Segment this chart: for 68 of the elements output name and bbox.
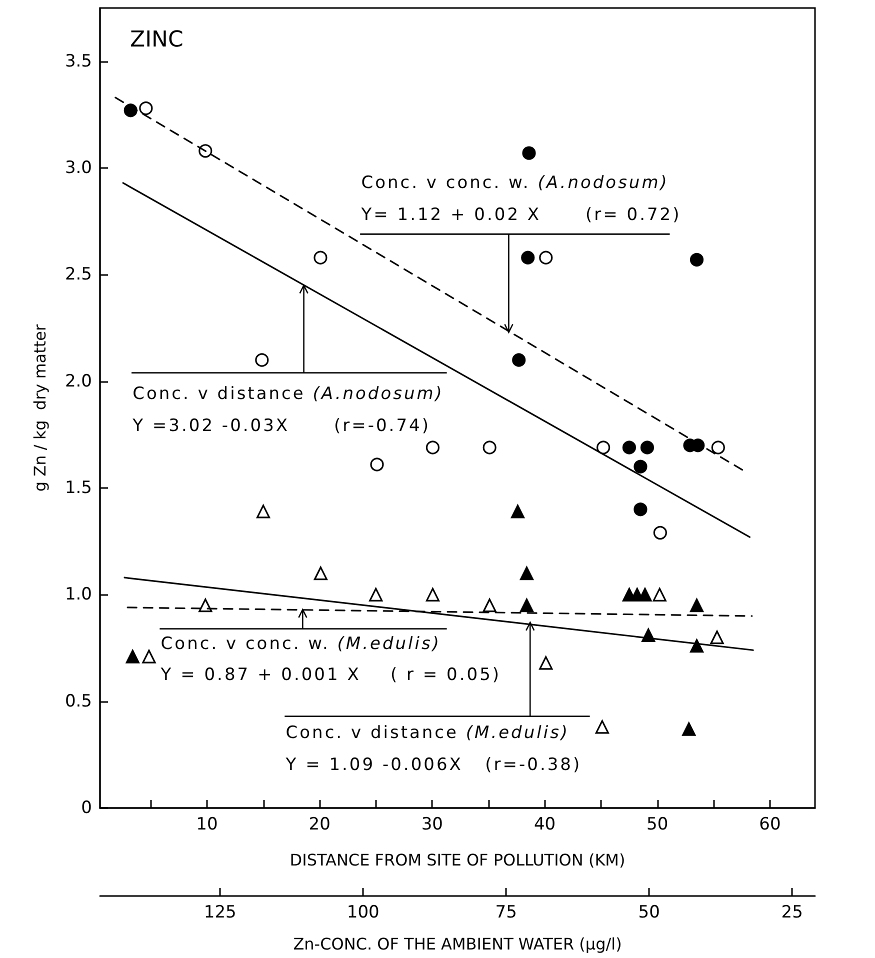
y-tick-label: 2.0 [64, 371, 92, 392]
point [622, 440, 636, 454]
annotation: Conc. v distance (M.edulis) [286, 723, 570, 744]
x2-tick-label: 25 [781, 902, 803, 922]
point [682, 722, 696, 736]
annotation: Conc. v conc. w. (A.nodosum) [361, 172, 669, 193]
y-tick-label: 1.0 [64, 584, 92, 605]
x-tick-label: 30 [421, 814, 443, 834]
x-tick-label: 20 [308, 814, 330, 834]
y-tick-label: 0 [81, 798, 92, 818]
point [426, 588, 440, 602]
annotation: Conc. v distance (A.nodosum) [132, 384, 444, 404]
y-axis-title: g Zn / kg dry matter [30, 324, 50, 492]
point [711, 440, 725, 454]
point [482, 598, 496, 612]
point [522, 146, 536, 160]
point [634, 502, 648, 516]
point [256, 504, 270, 518]
x2-axis-title: Zn-CONC. OF THE AMBIENT WATER (μg/l) [293, 934, 622, 954]
text: ZINC [130, 28, 184, 52]
annotation: Y =3.02 -0.03X (r=-0.74) [132, 416, 430, 436]
x2-tick-label: 125 [204, 902, 236, 922]
point [314, 566, 328, 580]
point [539, 656, 553, 670]
x-tick-label: 60 [759, 814, 781, 834]
point [690, 639, 704, 653]
y-tick-label: 1.5 [64, 478, 92, 498]
point [139, 101, 153, 116]
point [124, 104, 138, 118]
point [126, 650, 140, 664]
x-tick-label: 50 [646, 814, 668, 834]
point [690, 252, 704, 267]
y-tick-label: 0.5 [64, 691, 92, 712]
point [369, 588, 383, 602]
y-tick-label: 3.0 [64, 158, 92, 178]
annotation: Y = 1.09 -0.006X (r=-0.38) [286, 755, 582, 776]
point [539, 250, 553, 264]
point [255, 353, 269, 367]
point [640, 440, 654, 454]
point [710, 630, 724, 644]
point [653, 526, 667, 540]
annotation: Y= 1.12 + 0.02 X (r= 0.72) [361, 204, 682, 225]
point [521, 250, 535, 264]
x-tick-label: 40 [534, 814, 556, 834]
y-tick-label: 2.5 [64, 264, 92, 285]
point [510, 504, 525, 518]
x2-tick-label: 75 [495, 902, 517, 922]
point [690, 598, 704, 612]
point [370, 458, 384, 472]
point [520, 598, 534, 612]
point [426, 440, 440, 454]
annotation: Conc. v conc. w. (M.edulis) [160, 634, 441, 654]
point [520, 566, 534, 580]
point [512, 353, 526, 367]
x-axis-title: DISTANCE FROM SITE OF POLLUTION (KM) [290, 850, 626, 870]
x-tick-label: 10 [196, 814, 218, 834]
annotation: Y = 0.87 + 0.001 X ( r = 0.05) [160, 664, 502, 685]
point [596, 440, 610, 454]
point [634, 460, 648, 474]
x2-tick-label: 100 [346, 902, 380, 922]
point [652, 588, 666, 602]
point [142, 650, 156, 664]
point [482, 440, 496, 454]
point [595, 720, 609, 734]
point [314, 250, 328, 264]
point [198, 598, 212, 612]
x2-tick-label: 50 [638, 902, 660, 922]
y-tick-label: 3.5 [64, 51, 92, 72]
